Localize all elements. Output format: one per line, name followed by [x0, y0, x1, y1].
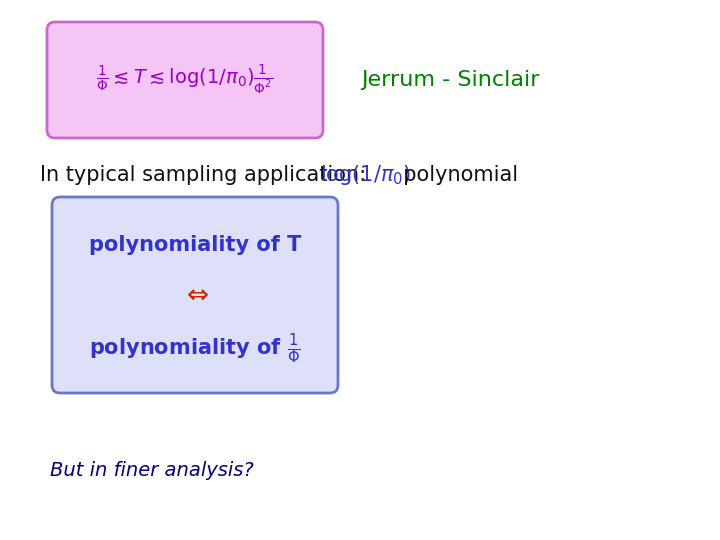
Text: $\log(1/\pi_0)$: $\log(1/\pi_0)$ [320, 163, 411, 187]
Text: Jerrum - Sinclair: Jerrum - Sinclair [361, 70, 539, 90]
Text: In typical sampling application:: In typical sampling application: [40, 165, 379, 185]
Text: But in finer analysis?: But in finer analysis? [50, 461, 253, 480]
Text: polynomiality of $\frac{1}{\Phi}$: polynomiality of $\frac{1}{\Phi}$ [89, 332, 301, 366]
Text: polynomiality of T: polynomiality of T [89, 234, 301, 254]
FancyBboxPatch shape [52, 197, 338, 393]
Text: $\Leftrightarrow$: $\Leftrightarrow$ [181, 282, 209, 308]
FancyBboxPatch shape [47, 22, 323, 138]
Text: $\frac{1}{\Phi} \lesssim T \lesssim \log(1/\pi_0)\frac{1}{\Phi^2}$: $\frac{1}{\Phi} \lesssim T \lesssim \log… [96, 64, 274, 96]
Text: polynomial: polynomial [390, 165, 518, 185]
